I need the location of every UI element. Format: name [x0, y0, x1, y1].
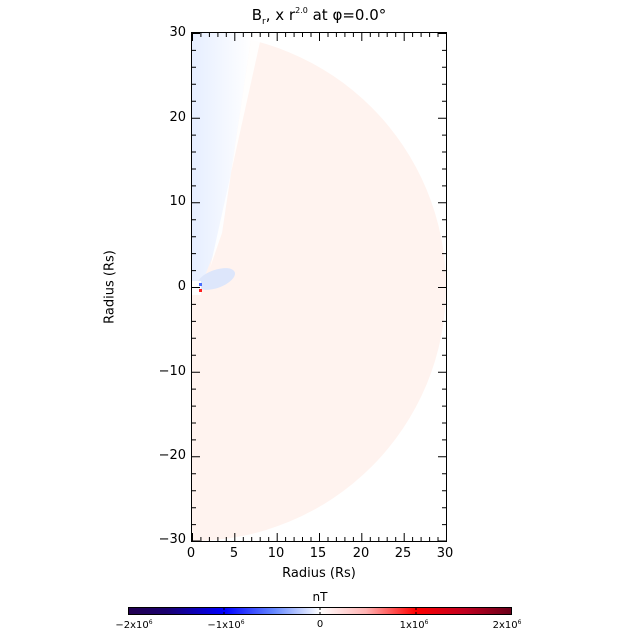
x-tick-label: 15	[309, 546, 327, 561]
x-tick-label: 0	[186, 546, 196, 561]
plot-area	[191, 32, 447, 542]
y-tick-label: 10	[169, 194, 186, 209]
x-tick-label: 30	[436, 546, 454, 561]
y-tick-label: −30	[158, 532, 186, 547]
y-tick-label: 0	[177, 279, 186, 294]
x-tick-label: 5	[229, 546, 239, 561]
y-tick-label: 20	[169, 110, 186, 125]
colorbar-unit: nT	[312, 590, 328, 604]
x-tick-label: 25	[394, 546, 412, 561]
x-tick-label: 20	[352, 546, 370, 561]
x-axis-label: Radius (Rs)	[282, 566, 356, 581]
colorbar-tick-label: 1x106	[399, 619, 429, 631]
colorbar-tick-label: 0	[316, 619, 324, 630]
colorbar-tick-label: −2x106	[115, 619, 153, 631]
heatmap-image	[192, 33, 446, 541]
y-tick-label: −10	[158, 364, 186, 379]
y-tick-label: −20	[158, 448, 186, 463]
y-tick-label: 30	[169, 25, 186, 40]
colorbar-tick-label: 2x106	[492, 619, 522, 631]
y-axis-label: Radius (Rs)	[102, 250, 118, 324]
x-tick-label: 10	[267, 546, 285, 561]
colorbar-ticks	[223, 607, 417, 615]
colorbar-tick-label: −1x106	[207, 619, 245, 631]
chart-title: Br, x r2.0 at φ=0.0°	[251, 6, 387, 27]
axis-ticks	[192, 33, 447, 542]
